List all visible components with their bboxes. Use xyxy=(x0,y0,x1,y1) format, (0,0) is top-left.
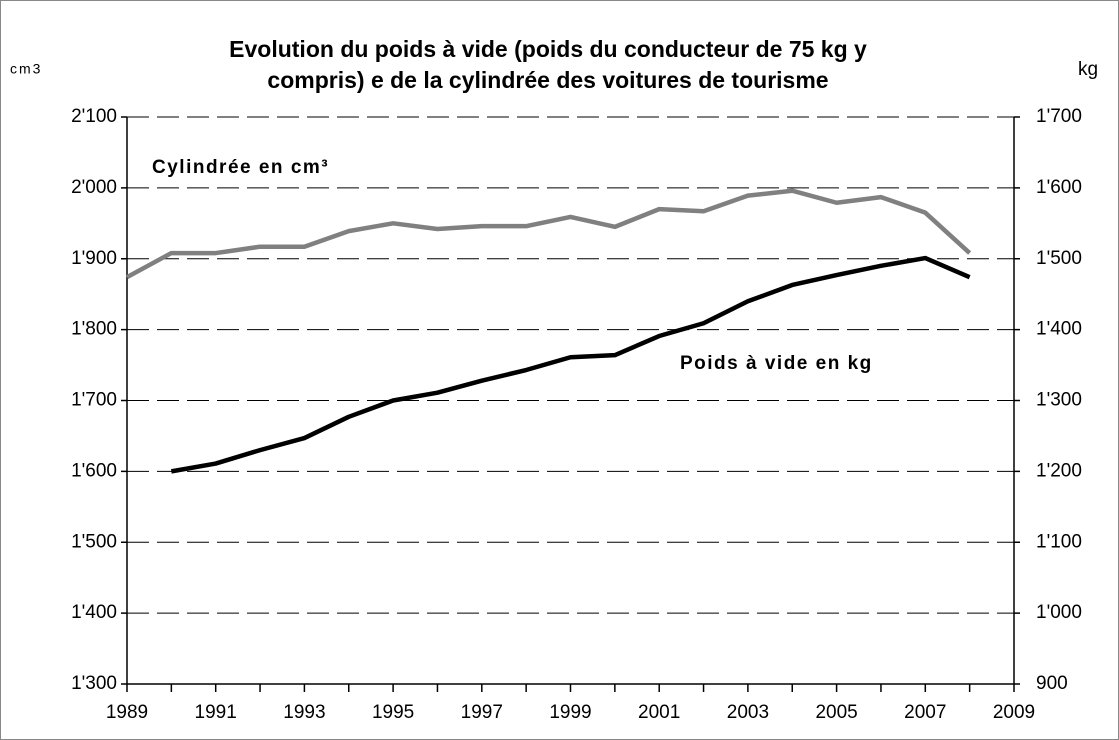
x-tick-label: 1997 xyxy=(461,702,503,723)
y2-tick-label: 1'600 xyxy=(1036,177,1082,198)
x-tick-label: 1999 xyxy=(549,702,591,723)
series-line xyxy=(125,188,972,280)
y2-tick-label: 1'300 xyxy=(1036,390,1082,411)
chart-title: Evolution du poids à vide (poids du cond… xyxy=(229,36,867,62)
y-tick-label: 1'300 xyxy=(71,673,117,694)
x-tick-label: 1995 xyxy=(372,702,414,723)
x-tick-label: 2007 xyxy=(904,702,946,723)
y2-tick-label: 1'500 xyxy=(1036,248,1082,269)
x-tick-label: 1993 xyxy=(283,702,325,723)
x-tick-label: 1989 xyxy=(106,702,148,723)
y2-tick-label: 1'700 xyxy=(1036,106,1082,127)
y-axis-label: cm3 xyxy=(10,61,42,77)
series-label: Cylindrée en cm³ xyxy=(152,157,329,178)
y2-axis-label: kg xyxy=(1078,59,1098,80)
x-tick-label: 2005 xyxy=(815,702,857,723)
y2-tick-label: 1'100 xyxy=(1036,531,1082,552)
y2-tick-label: 1'000 xyxy=(1036,602,1082,623)
y-tick-label: 1'800 xyxy=(71,319,117,340)
y-tick-label: 2'100 xyxy=(71,106,117,127)
y2-tick-label: 900 xyxy=(1036,673,1068,694)
y-tick-label: 2'000 xyxy=(71,177,117,198)
chart-title: compris) e de la cylindrée des voitures … xyxy=(267,67,828,93)
series-line xyxy=(170,255,971,474)
x-tick-label: 1991 xyxy=(195,702,237,723)
y-tick-label: 1'600 xyxy=(71,460,117,481)
series-label: Poids à vide en kg xyxy=(680,353,873,374)
y-tick-label: 1'900 xyxy=(71,248,117,269)
y-tick-label: 1'500 xyxy=(71,531,117,552)
x-tick-label: 2001 xyxy=(638,702,680,723)
x-tick-label: 2003 xyxy=(727,702,769,723)
x-tick-label: 2009 xyxy=(993,702,1035,723)
y-tick-label: 1'400 xyxy=(71,602,117,623)
y2-tick-label: 1'400 xyxy=(1036,319,1082,340)
y-tick-label: 1'700 xyxy=(71,390,117,411)
y2-tick-label: 1'200 xyxy=(1036,460,1082,481)
